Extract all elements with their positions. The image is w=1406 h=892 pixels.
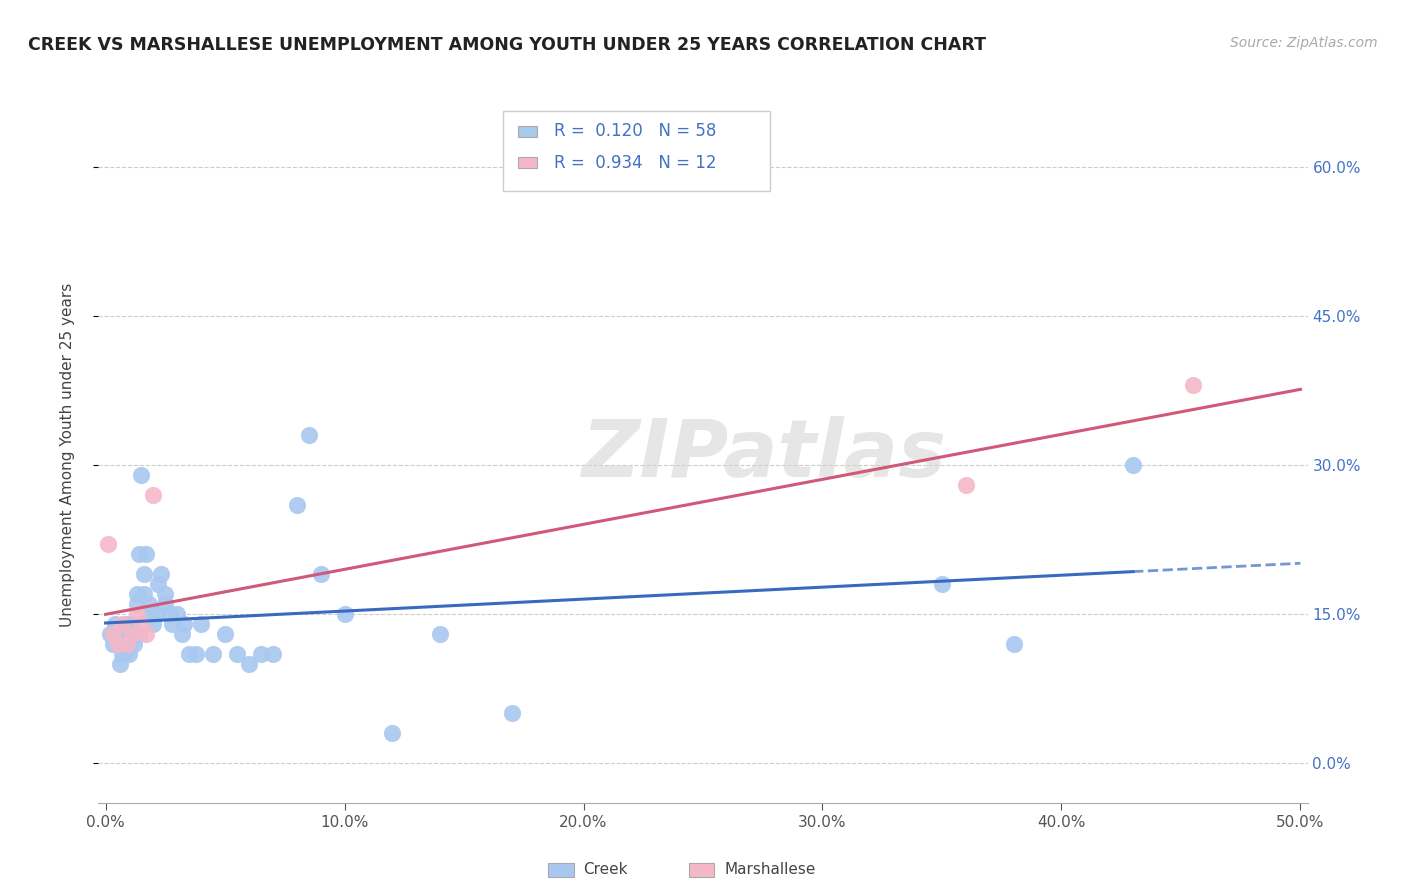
- FancyBboxPatch shape: [503, 111, 769, 191]
- Text: R =  0.934   N = 12: R = 0.934 N = 12: [554, 153, 717, 171]
- Point: [115, 637, 138, 651]
- Point: [111, 647, 134, 661]
- Point: [931, 577, 953, 591]
- Point: [142, 616, 165, 631]
- Point: [108, 657, 131, 671]
- Point: [149, 567, 172, 582]
- Text: ZIPatlas: ZIPatlas: [581, 416, 946, 494]
- Point: [131, 467, 153, 482]
- Text: Creek: Creek: [583, 863, 628, 877]
- Point: [107, 637, 129, 651]
- Point: [262, 647, 284, 661]
- Point: [128, 627, 150, 641]
- Point: [114, 647, 136, 661]
- Point: [114, 637, 136, 651]
- Point: [111, 616, 134, 631]
- Point: [115, 616, 138, 631]
- FancyBboxPatch shape: [517, 126, 537, 137]
- Point: [145, 607, 167, 621]
- FancyBboxPatch shape: [517, 157, 537, 169]
- Point: [146, 577, 169, 591]
- Point: [132, 587, 155, 601]
- Point: [226, 647, 249, 661]
- Point: [107, 637, 129, 651]
- Point: [162, 616, 184, 631]
- Point: [135, 627, 157, 641]
- Point: [98, 627, 121, 641]
- Point: [155, 597, 177, 611]
- Point: [142, 488, 165, 502]
- Point: [179, 647, 201, 661]
- Point: [238, 657, 260, 671]
- Point: [186, 647, 208, 661]
- Point: [298, 428, 321, 442]
- Point: [139, 607, 162, 621]
- Point: [135, 547, 157, 561]
- Point: [429, 627, 451, 641]
- Point: [101, 627, 124, 641]
- Point: [190, 616, 212, 631]
- Point: [128, 547, 150, 561]
- Point: [97, 537, 120, 551]
- Point: [131, 616, 153, 631]
- Text: R =  0.120   N = 58: R = 0.120 N = 58: [554, 122, 717, 140]
- Point: [107, 637, 129, 651]
- Point: [1122, 458, 1144, 472]
- Point: [121, 627, 143, 641]
- Point: [155, 587, 177, 601]
- Point: [125, 607, 148, 621]
- Point: [170, 627, 193, 641]
- Point: [138, 597, 160, 611]
- Text: Marshallese: Marshallese: [724, 863, 815, 877]
- Point: [285, 498, 308, 512]
- Point: [115, 627, 138, 641]
- Point: [118, 637, 141, 651]
- Point: [122, 627, 145, 641]
- Point: [118, 647, 141, 661]
- Point: [250, 647, 273, 661]
- Point: [214, 627, 236, 641]
- Point: [955, 477, 977, 491]
- Point: [1181, 378, 1204, 392]
- Point: [111, 627, 134, 641]
- Point: [104, 616, 127, 631]
- Point: [122, 637, 145, 651]
- Point: [173, 616, 195, 631]
- Point: [132, 567, 155, 582]
- Point: [121, 627, 143, 641]
- Text: Source: ZipAtlas.com: Source: ZipAtlas.com: [1230, 36, 1378, 50]
- Point: [101, 637, 124, 651]
- Point: [121, 616, 143, 631]
- Y-axis label: Unemployment Among Youth under 25 years: Unemployment Among Youth under 25 years: [60, 283, 75, 627]
- Point: [202, 647, 225, 661]
- Point: [309, 567, 332, 582]
- Point: [125, 587, 148, 601]
- Text: CREEK VS MARSHALLESE UNEMPLOYMENT AMONG YOUTH UNDER 25 YEARS CORRELATION CHART: CREEK VS MARSHALLESE UNEMPLOYMENT AMONG …: [28, 36, 986, 54]
- Point: [501, 706, 523, 721]
- Point: [125, 597, 148, 611]
- Point: [1002, 637, 1025, 651]
- Point: [159, 607, 181, 621]
- Point: [166, 607, 188, 621]
- Point: [333, 607, 356, 621]
- Point: [381, 726, 404, 740]
